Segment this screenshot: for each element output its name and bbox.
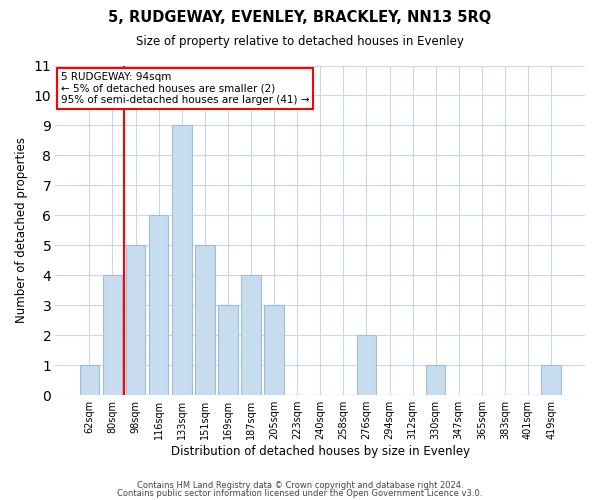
Bar (80, 366, 99, 396)
Bar (195, 246, 215, 396)
Y-axis label: Number of detached properties: Number of detached properties (15, 138, 28, 324)
Text: Contains HM Land Registry data © Crown copyright and database right 2024.: Contains HM Land Registry data © Crown c… (137, 481, 463, 490)
Bar (218, 306, 238, 396)
Text: 5, RUDGEWAY, EVENLEY, BRACKLEY, NN13 5RQ: 5, RUDGEWAY, EVENLEY, BRACKLEY, NN13 5RQ (109, 10, 491, 25)
Bar (241, 276, 261, 396)
Bar (172, 126, 191, 396)
Bar (126, 246, 145, 396)
X-axis label: Distribution of detached houses by size in Evenley: Distribution of detached houses by size … (170, 444, 470, 458)
Bar (149, 216, 169, 396)
Text: 5 RUDGEWAY: 94sqm
← 5% of detached houses are smaller (2)
95% of semi-detached h: 5 RUDGEWAY: 94sqm ← 5% of detached house… (61, 72, 309, 106)
Text: Size of property relative to detached houses in Evenley: Size of property relative to detached ho… (136, 35, 464, 48)
Bar (356, 336, 376, 396)
Bar (264, 306, 284, 396)
Bar (426, 366, 445, 396)
Text: Contains public sector information licensed under the Open Government Licence v3: Contains public sector information licen… (118, 488, 482, 498)
Bar (541, 366, 561, 396)
Bar (103, 276, 122, 396)
